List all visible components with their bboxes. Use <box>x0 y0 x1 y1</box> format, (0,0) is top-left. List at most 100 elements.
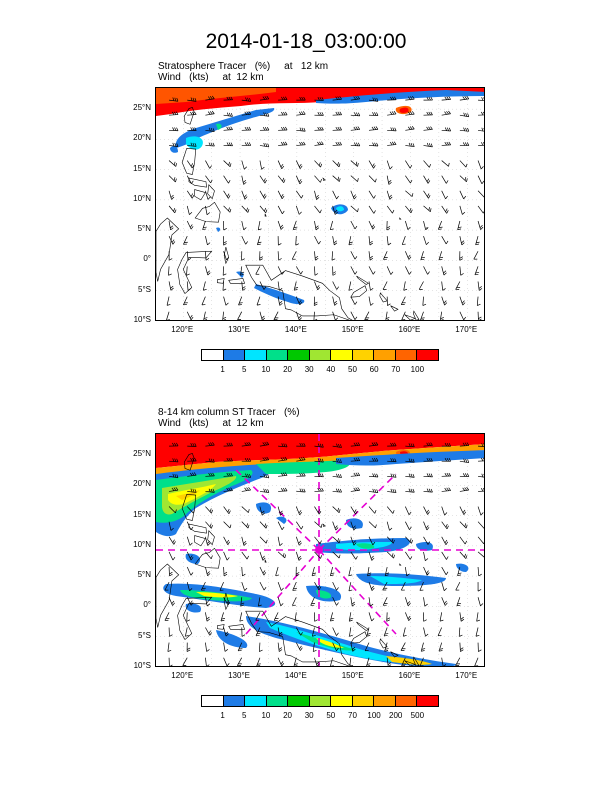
wind-barb-icon <box>459 487 470 492</box>
colorbar-swatch <box>223 350 246 360</box>
wind-barb-icon <box>423 142 433 148</box>
wind-barb-icon <box>477 205 484 214</box>
wind-barb-icon <box>259 441 270 447</box>
wind-barb-icon <box>205 190 211 200</box>
wind-barb-icon <box>168 627 173 637</box>
panel2-wind-barbs <box>164 441 484 666</box>
wind-barb-icon <box>314 458 324 463</box>
wind-barb-icon <box>273 612 279 621</box>
wind-barb-icon <box>473 251 479 260</box>
wind-barb-icon <box>223 597 231 606</box>
wind-barb-icon <box>386 221 391 231</box>
wind-barb-icon <box>441 582 447 592</box>
wind-barb-icon <box>350 472 361 477</box>
wind-barb-icon <box>459 521 468 529</box>
wind-barb-icon <box>314 487 324 492</box>
wind-barb-icon <box>478 473 484 478</box>
wind-barb-icon <box>205 506 213 514</box>
wind-barb-icon <box>441 266 447 276</box>
wind-barb-icon <box>478 457 484 462</box>
wind-barb-icon <box>405 126 415 131</box>
wind-barb-icon <box>478 487 484 492</box>
wind-barb-icon <box>420 251 425 261</box>
colorbar-swatch <box>266 696 289 706</box>
panel1-title-line1: Stratosphere Tracer (%) at 12 km <box>158 61 329 72</box>
wind-barb-icon <box>295 551 302 561</box>
wind-barb-icon <box>205 236 211 246</box>
wind-barb-icon <box>205 612 210 622</box>
wind-barb-icon <box>277 160 285 170</box>
panel2-tracer-field <box>156 434 484 666</box>
panel1-gridlines <box>156 88 484 320</box>
wind-barb-icon <box>422 296 427 306</box>
wind-barb-icon <box>314 473 324 478</box>
wind-barb-icon <box>314 657 320 666</box>
wind-barb-icon <box>277 536 283 546</box>
wind-barb-icon <box>187 142 197 147</box>
wind-barb-icon <box>458 627 463 637</box>
wind-barb-icon <box>205 551 213 560</box>
colorbar-swatch <box>288 696 310 706</box>
wind-barb-icon <box>386 266 394 275</box>
wind-barb-icon <box>405 251 412 260</box>
wind-barb-icon <box>259 190 267 199</box>
latitude-tick-label: 15°N <box>133 509 151 519</box>
wind-barb-icon <box>277 281 283 291</box>
wind-barb-icon <box>223 442 233 447</box>
wind-barb-icon <box>459 112 470 118</box>
wind-barb-icon <box>186 566 194 576</box>
wind-barb-icon <box>455 581 461 591</box>
colorbar-label: 100 <box>367 711 381 720</box>
wind-barb-icon <box>314 220 319 231</box>
wind-barb-icon <box>332 96 342 101</box>
latitude-tick-label: 25°N <box>133 103 151 113</box>
wind-barb-icon <box>223 506 231 514</box>
wind-barb-icon <box>332 126 342 131</box>
wind-barb-icon <box>277 642 283 652</box>
colorbar-swatch <box>374 696 396 706</box>
wind-barb-icon <box>259 160 265 170</box>
wind-barb-icon <box>314 205 322 214</box>
colorbar-label: 30 <box>304 711 314 720</box>
wind-barb-icon <box>186 506 195 514</box>
wind-barb-icon <box>202 281 207 291</box>
wind-barb-icon <box>205 627 212 636</box>
wind-barb-icon <box>296 488 306 493</box>
wind-barb-icon <box>259 506 265 516</box>
wind-barb-icon <box>400 642 406 651</box>
wind-barb-icon <box>478 111 484 116</box>
wind-barb-icon <box>277 266 285 275</box>
wind-barb-icon <box>477 127 484 132</box>
wind-barb-icon <box>205 175 213 184</box>
wind-barb-icon <box>314 190 320 200</box>
wind-barb-icon <box>259 112 270 117</box>
wind-barb-icon <box>441 657 447 666</box>
wind-barb-icon <box>278 96 288 101</box>
longitude-tick-label: 140°E <box>284 325 307 334</box>
wind-barb-icon <box>168 281 174 291</box>
wind-barb-icon <box>241 506 250 513</box>
colorbar-swatch <box>309 350 332 360</box>
wind-barb-icon <box>332 551 341 559</box>
wind-barb-icon <box>296 127 306 132</box>
wind-barb-icon <box>368 551 375 561</box>
wind-barb-icon <box>186 551 194 561</box>
wind-barb-icon <box>332 642 339 651</box>
wind-barb-icon <box>296 96 306 101</box>
colorbar-label: 1 <box>220 711 225 720</box>
wind-barb-icon <box>222 311 227 320</box>
wind-barb-icon <box>293 281 299 291</box>
wind-barb-icon <box>400 296 406 305</box>
wind-barb-icon <box>368 220 376 230</box>
wind-barb-icon <box>259 642 263 652</box>
wind-barb-icon <box>239 612 244 622</box>
wind-barb-icon <box>278 443 288 448</box>
wind-barb-icon <box>241 627 246 637</box>
wind-barb-icon <box>350 112 361 117</box>
wind-barb-icon <box>255 612 261 621</box>
colorbar-swatch <box>202 350 224 360</box>
wind-barb-icon <box>259 311 266 320</box>
wind-barb-icon <box>257 220 262 231</box>
wind-barb-icon <box>205 127 215 132</box>
wind-barb-icon <box>475 236 480 246</box>
